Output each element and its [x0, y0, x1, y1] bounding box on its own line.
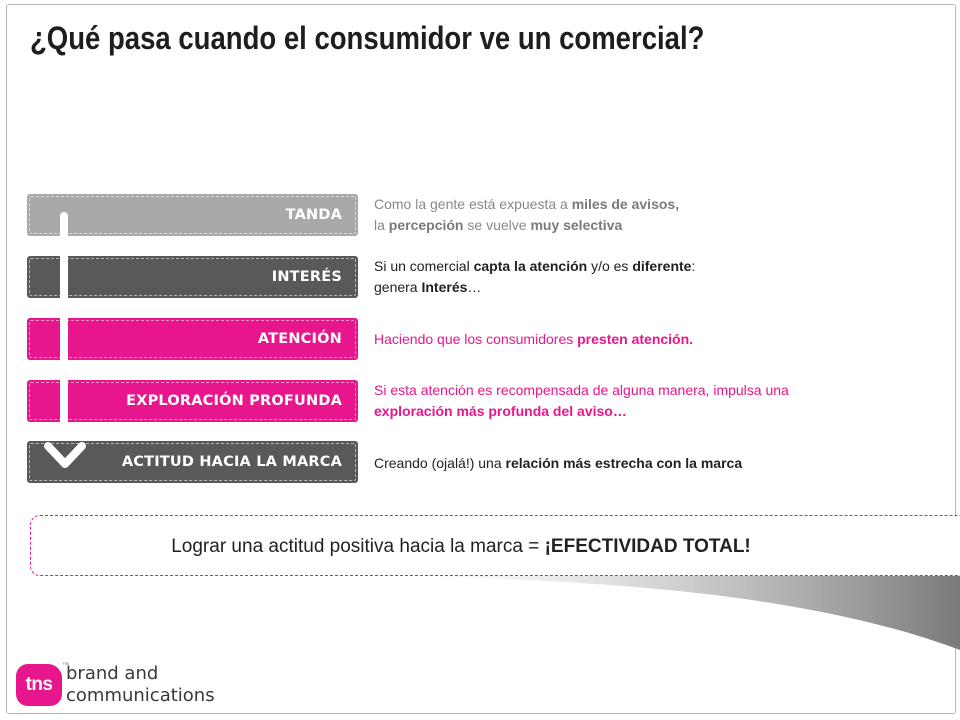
stage-label: INTERÉS [271, 269, 342, 285]
stage-description-atencion: Haciendo que los consumidores presten at… [374, 331, 694, 347]
stage-label: TANDA [285, 207, 342, 223]
result-statement: Lograr una actitud positiva hacia la mar… [171, 535, 751, 557]
stage-label: ATENCIÓN [257, 331, 342, 347]
tns-logo-mark: tns [16, 664, 62, 706]
stage-label: ACTITUD HACIA LA MARCA [121, 454, 342, 470]
stage-bar-actitud: ACTITUD HACIA LA MARCA [27, 441, 358, 483]
stage-description-actitud: Creando (ojalá!) una relación más estrec… [374, 455, 743, 471]
tns-logo: tns ™ brand and communications [16, 660, 236, 710]
page-title: ¿Qué pasa cuando el consumidor ve un com… [30, 20, 705, 56]
stage-description-tanda: Como la gente está expuesta a miles de a… [374, 196, 680, 233]
down-arrow-icon [44, 442, 86, 468]
slide-frame [6, 4, 956, 714]
stage-bar-exploracion: EXPLORACIÓN PROFUNDA [27, 380, 358, 422]
stage-bar-tanda: TANDA [27, 194, 358, 236]
flow-line [60, 212, 68, 440]
stage-label: EXPLORACIÓN PROFUNDA [126, 393, 342, 409]
decorative-shadow [320, 574, 960, 650]
result-box: Lograr una actitud positiva hacia la mar… [30, 515, 960, 576]
stage-bar-interes: INTERÉS [27, 256, 358, 298]
logo-wordmark: brand and communications [66, 663, 215, 706]
stage-description-interes: Si un comercial capta la atención y/o es… [374, 258, 696, 295]
stage-bar-atencion: ATENCIÓN [27, 318, 358, 360]
stage-description-exploracion: Si esta atención es recompensada de algu… [374, 382, 789, 419]
trademark: ™ [62, 662, 69, 669]
